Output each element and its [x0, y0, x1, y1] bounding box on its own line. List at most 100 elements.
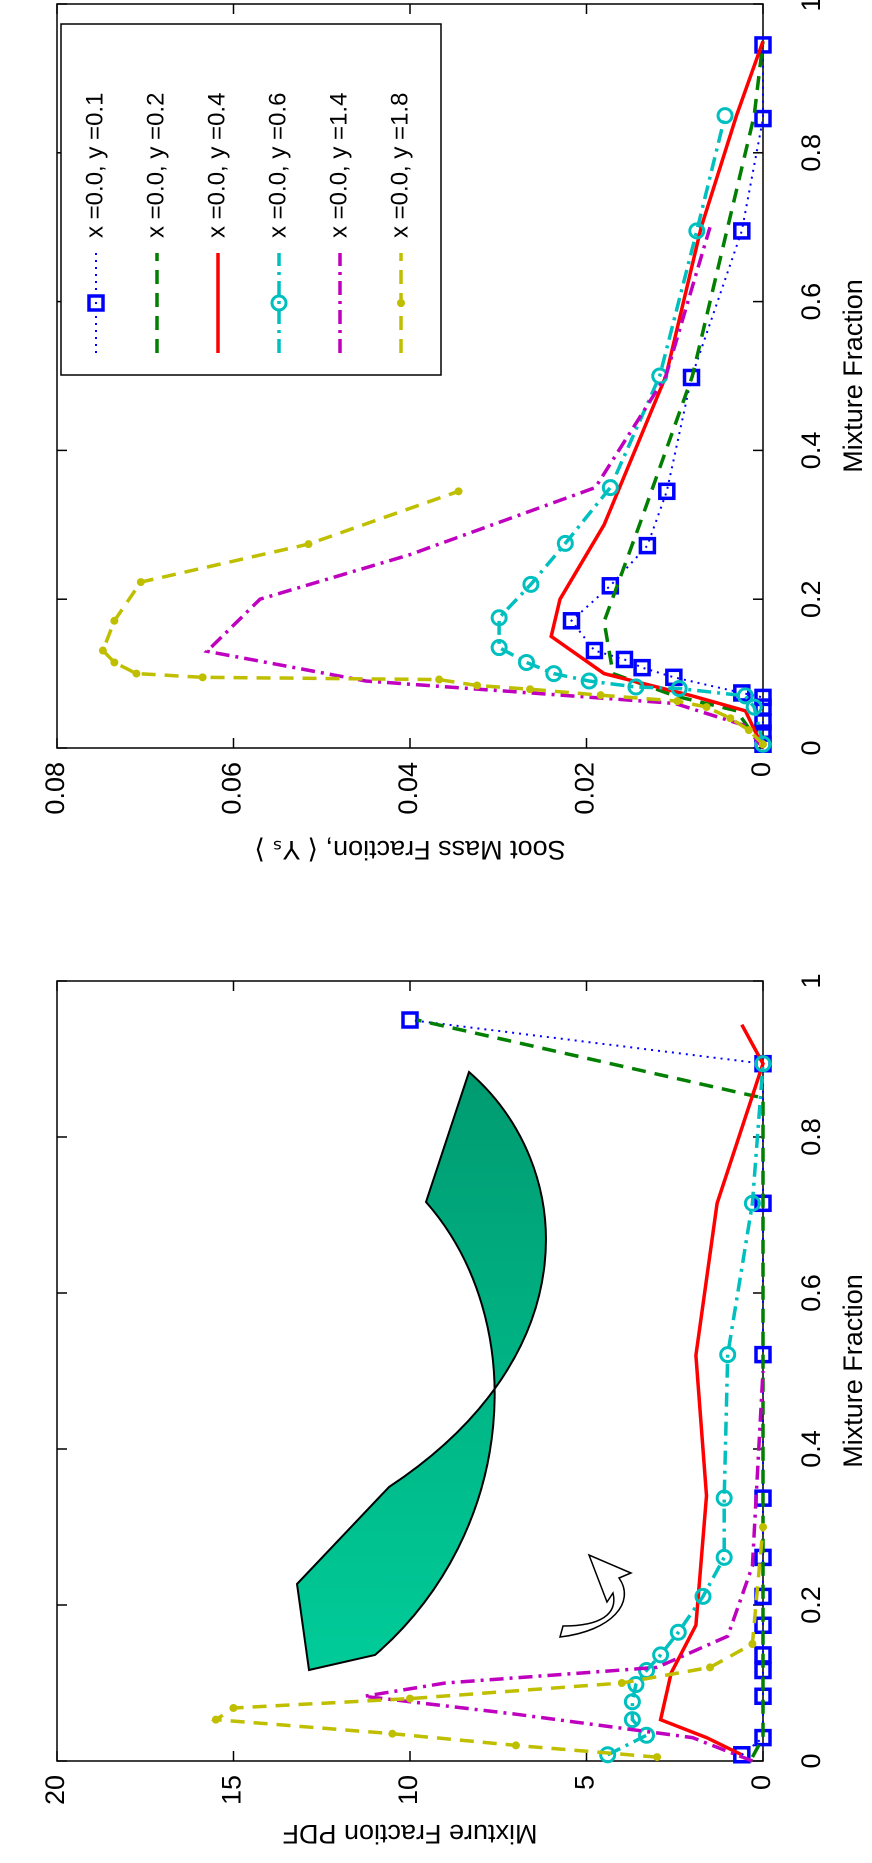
marker — [522, 575, 540, 593]
marker — [716, 107, 734, 125]
big-arrow — [295, 1070, 547, 1672]
marker — [653, 1753, 662, 1762]
x-tick-label: 0.2 — [796, 1586, 826, 1624]
x-tick-label: 0.2 — [796, 580, 826, 618]
marker — [580, 672, 598, 690]
series-line — [210, 1526, 765, 1759]
y-axis-title: Soot Mass Fraction, ⟨ Yₛ ⟩ — [254, 835, 565, 865]
x-tick-label: 0.6 — [796, 1274, 826, 1312]
marker — [511, 1741, 520, 1750]
marker — [673, 697, 682, 706]
marker — [406, 1694, 414, 1703]
legend-label: x =0.0, y =0.6 — [264, 93, 291, 238]
legend-label: x =0.0, y =0.2 — [142, 93, 169, 238]
y-tick-label: 15 — [217, 1775, 247, 1805]
marker — [490, 609, 508, 627]
small-arrow — [558, 1553, 633, 1638]
marker — [517, 653, 535, 671]
series-line — [497, 115, 765, 745]
marker — [388, 1729, 397, 1738]
marker — [562, 612, 581, 630]
y-tick-label: 0.02 — [570, 762, 600, 815]
y-tick-label: 20 — [40, 1775, 70, 1805]
legend-marker — [270, 294, 288, 312]
marker — [304, 540, 313, 549]
marker — [759, 740, 767, 749]
y-tick-label: 0.04 — [393, 762, 423, 815]
marker — [633, 658, 651, 677]
marker — [198, 673, 207, 682]
marker — [526, 685, 535, 694]
marker — [748, 1640, 757, 1648]
marker — [623, 1711, 641, 1729]
legend-label: x =0.0, y =0.4 — [203, 93, 230, 238]
x-tick-label: 0.6 — [796, 283, 826, 321]
series-line — [416, 1018, 765, 1758]
series-line — [549, 40, 765, 749]
marker — [652, 1646, 670, 1664]
marker — [745, 698, 763, 716]
marker — [229, 1703, 238, 1712]
marker — [754, 735, 772, 753]
marker — [754, 36, 772, 54]
marker — [715, 1548, 733, 1566]
chart: 0 0.2 0.4 0.6 0.8 1 0 0.02 0.04 0.06 0.08 Mixture F… — [40, 0, 868, 865]
marker — [211, 1715, 220, 1724]
x-tick-label: 0.8 — [796, 134, 826, 172]
x-axis-title: Mixture Fraction — [838, 1274, 868, 1468]
marker — [682, 368, 701, 387]
marker — [736, 687, 754, 705]
marker — [754, 688, 772, 707]
marker — [754, 698, 772, 716]
marker — [601, 479, 619, 497]
marker — [688, 222, 706, 240]
series-line — [363, 1370, 765, 1763]
marker — [719, 1346, 737, 1364]
marker — [435, 675, 444, 684]
marker — [638, 1726, 656, 1744]
y-tick-label: 5 — [570, 1775, 600, 1790]
legend-label: x =0.0, y =1.8 — [386, 93, 413, 238]
y-tick-label: 0.08 — [40, 762, 70, 815]
x-tick-label: 0.4 — [796, 1430, 826, 1468]
marker — [615, 650, 634, 669]
series-line — [203, 226, 765, 750]
series-line — [606, 1063, 765, 1757]
legend-marker — [87, 294, 105, 312]
marker — [702, 703, 711, 712]
marker — [110, 616, 119, 625]
marker — [473, 681, 482, 690]
marker — [733, 684, 751, 702]
x-tick-label: 1 — [796, 0, 826, 12]
marker — [627, 678, 645, 696]
marker — [596, 691, 605, 700]
legend-marker — [397, 299, 405, 307]
marker — [759, 1523, 767, 1531]
legend-box — [60, 23, 442, 376]
marker — [556, 534, 574, 552]
series-line — [100, 489, 765, 746]
series-line — [658, 1023, 765, 1757]
marker — [98, 646, 107, 655]
marker — [638, 536, 657, 555]
x-tick-label: 0 — [796, 1753, 826, 1768]
marker — [110, 658, 119, 667]
marker — [726, 714, 735, 723]
x-tick-label: 0.8 — [796, 1118, 826, 1156]
marker — [627, 1676, 645, 1694]
marker — [617, 1679, 626, 1687]
x-tick-label: 1 — [796, 973, 826, 988]
marker — [132, 669, 141, 678]
marker — [623, 1693, 641, 1711]
marker — [669, 1623, 687, 1641]
marker — [454, 487, 463, 496]
marker — [585, 641, 604, 660]
legend-label: x =0.0, y =1.4 — [325, 93, 352, 238]
x-tick-label: 0 — [796, 740, 826, 755]
marker — [744, 726, 753, 735]
marker — [754, 109, 772, 128]
